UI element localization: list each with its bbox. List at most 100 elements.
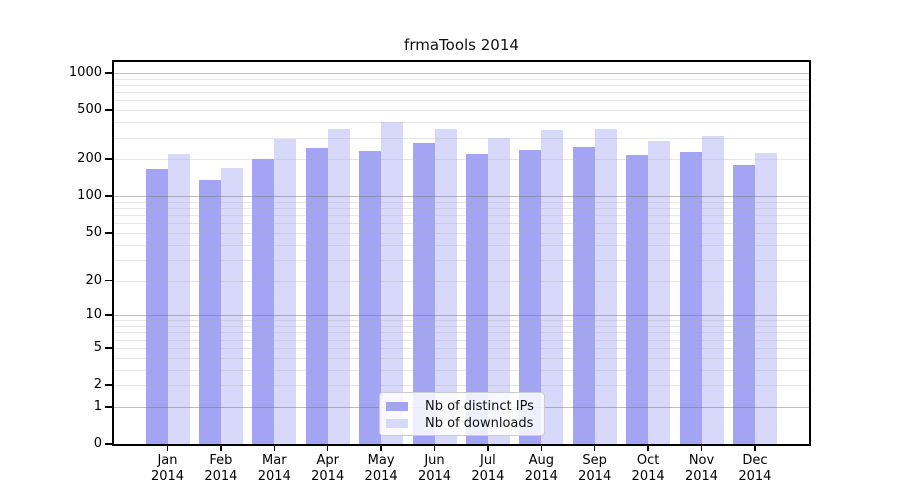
x-tick-dec [754,446,756,451]
legend-item-distinct-ips: Nb of distinct IPs [386,398,538,415]
y-tick-1 [105,405,112,408]
bar-downloads-sep [594,129,617,444]
y-tick-label-1000: 1000 [68,65,102,80]
y-tick-100 [105,195,112,197]
y-tick-label-20: 20 [85,272,102,288]
x-tick-label-jul: Jul 2014 [471,453,505,484]
gridline-8 [114,326,809,327]
y-tick-label-2: 2 [93,377,102,392]
bar-downloads-oct [648,140,671,444]
legend-item-downloads: Nb of downloads [386,415,538,432]
gridline-800 [114,84,809,86]
gridline-900 [114,78,809,80]
x-tick-label-nov: Nov 2014 [684,453,719,484]
x-tick-label-sep: Sep 2014 [578,453,612,484]
bar-distinct-ips-dec [732,164,755,444]
gridline-4 [114,357,809,359]
y-tick-200 [105,158,112,160]
gridline-1000 [114,73,809,74]
x-tick-apr [326,446,329,451]
legend-swatch-distinct-ips [386,402,408,411]
x-tick-may [380,446,382,451]
gridline-30 [114,259,809,261]
legend-label-downloads: Nb of downloads [425,416,534,431]
gridline-200 [114,159,809,161]
x-tick-oct [647,446,649,451]
bar-distinct-ips-sep [572,146,595,444]
y-tick-1000 [105,72,112,74]
bar-distinct-ips-nov [679,151,702,444]
bar-downloads-dec [754,153,777,444]
y-tick-label-50: 50 [85,224,102,240]
bar-downloads-may [381,122,404,444]
y-tick-label-100: 100 [77,188,102,204]
y-tick-50 [105,232,112,234]
gridline-40 [114,244,809,246]
y-tick-500 [105,109,112,111]
bar-downloads-jul [487,138,510,444]
x-tick-label-oct: Oct 2014 [631,453,665,484]
x-tick-mar [273,446,276,451]
x-tick-nov [700,446,703,451]
legend-label-distinct-ips: Nb of distinct IPs [425,399,534,414]
bar-distinct-ips-apr [305,148,328,444]
y-tick-20 [105,279,112,282]
x-tick-label-jan: Jan 2014 [150,453,185,484]
bar-distinct-ips-oct [626,154,649,444]
y-tick-5 [105,346,112,349]
y-tick-label-200: 200 [77,151,102,167]
bar-distinct-ips-feb [198,180,221,444]
bar-distinct-ips-mar [252,159,275,444]
bar-distinct-ips-may [359,150,382,444]
y-tick-label-10: 10 [85,307,102,323]
x-tick-label-mar: Mar 2014 [257,453,291,484]
bars-layer [114,62,809,444]
x-tick-label-apr: Apr 2014 [311,453,345,484]
y-tick-2 [105,384,112,386]
grid-layer [114,62,809,444]
gridline-80 [114,208,809,210]
gridline-5 [114,347,809,349]
gridline-10 [114,315,809,317]
chart-title: frmaTools 2014 [404,36,519,54]
y-tick-label-5: 5 [93,339,102,355]
y-tick-label-0: 0 [93,436,102,451]
bar-distinct-ips-jan [145,169,168,444]
bar-distinct-ips-aug [519,150,542,444]
x-tick-label-feb: Feb 2014 [204,453,238,484]
x-tick-jul [487,446,489,451]
y-tick-10 [105,314,112,317]
x-tick-label-aug: Aug 2014 [524,453,558,484]
bar-downloads-feb [220,167,243,444]
x-tick-label-dec: Dec 2014 [738,453,772,484]
plot-area [112,60,811,446]
bar-distinct-ips-jul [465,153,488,444]
x-tick-label-may: May 2014 [364,453,398,484]
gridline-500 [114,110,809,112]
bar-downloads-aug [541,130,564,444]
gridline-50 [114,232,809,234]
bar-downloads-jan [167,154,190,444]
x-tick-jan [166,446,169,451]
gridline-400 [114,122,809,124]
x-tick-label-jun: Jun 2014 [417,453,452,484]
gridline-20 [114,280,809,282]
legend-swatch-downloads [386,419,408,428]
bar-downloads-apr [327,128,350,444]
gridline-90 [114,201,809,203]
bar-downloads-nov [701,135,724,444]
gridline-6 [114,339,809,341]
bar-downloads-jun [434,129,457,444]
gridline-700 [114,92,809,94]
gridline-2 [114,385,809,386]
gridline-3 [114,369,809,371]
y-tick-label-1: 1 [93,398,102,414]
gridline-60 [114,223,809,225]
x-tick-aug [540,446,543,451]
y-tick-label-500: 500 [77,102,102,118]
bar-downloads-mar [274,139,297,444]
x-tick-sep [593,446,596,451]
gridline-70 [114,215,809,217]
gridline-9 [114,320,809,322]
